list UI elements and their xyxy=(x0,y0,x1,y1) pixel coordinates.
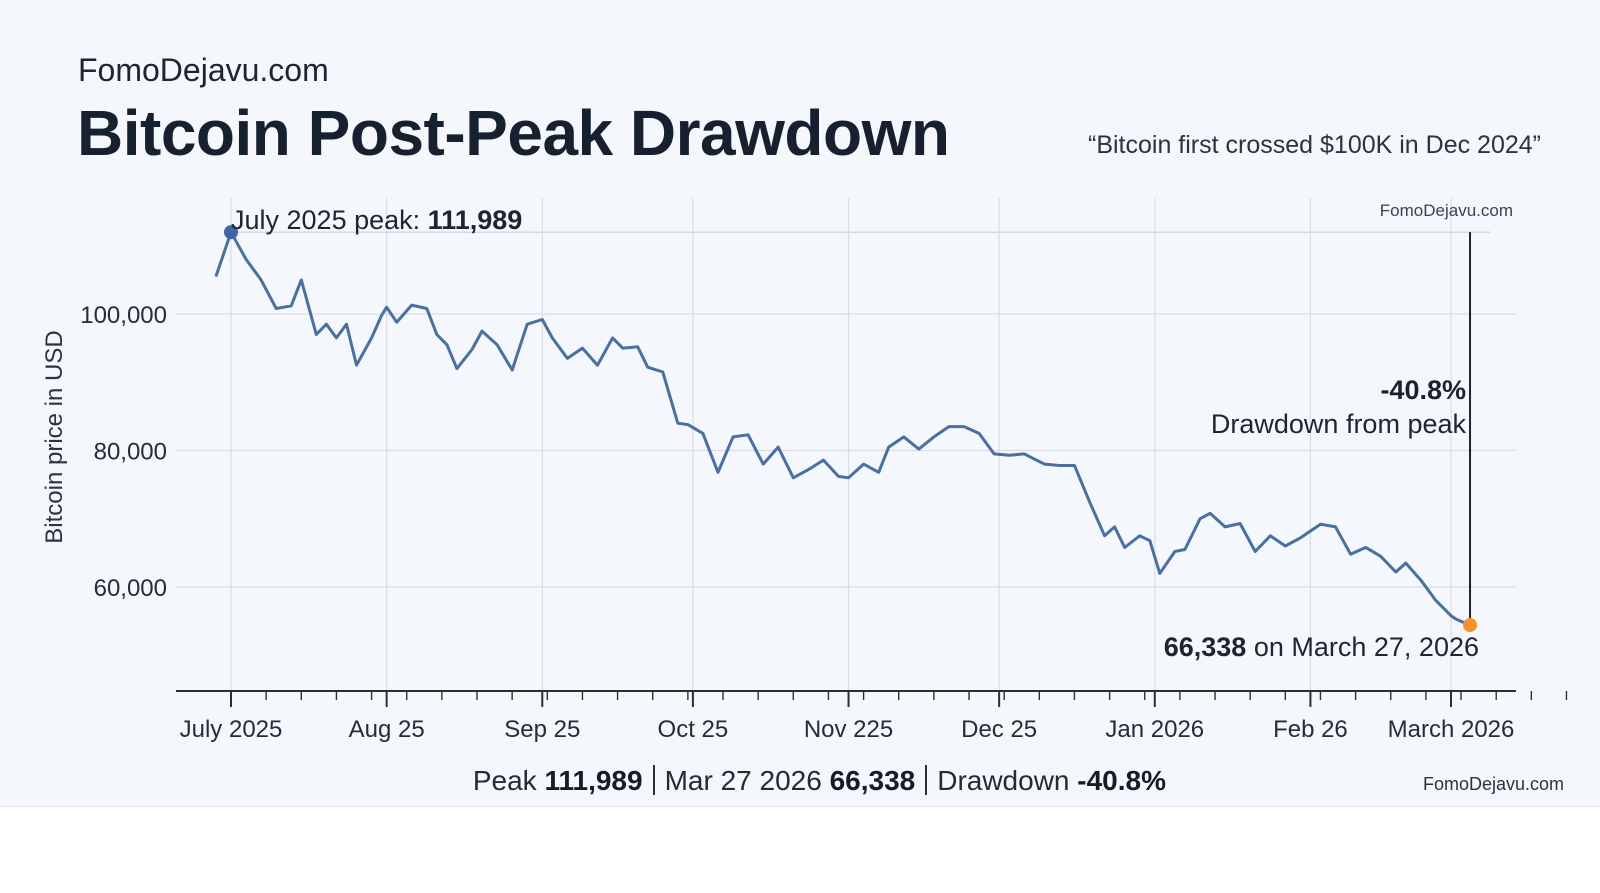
summary-divider xyxy=(652,765,655,795)
summary-peak-value: 111,989 xyxy=(544,765,643,796)
x-tick-label: Sep 25 xyxy=(504,716,580,743)
end-annotation: 66,338 on March 27, 2026 xyxy=(1164,632,1479,662)
x-tick-label: March 2026 xyxy=(1388,716,1515,743)
x-tick-label: Oct 25 xyxy=(658,716,729,743)
peak-marker xyxy=(224,225,238,240)
peak-annotation-value: 111,989 xyxy=(428,205,523,235)
footer-brand: FomoDejavu.com xyxy=(1422,774,1564,794)
end-marker xyxy=(1463,618,1478,633)
summary-drawdown-label: Drawdown xyxy=(937,765,1070,796)
x-tick-label: Aug 25 xyxy=(349,716,425,743)
end-annotation-label: on March 27, 2026 xyxy=(1254,632,1479,662)
summary-end-label: Mar 27 2026 xyxy=(664,765,822,796)
peak-annotation: July 2025 peak: 111,989 xyxy=(231,205,522,235)
price-line xyxy=(214,230,1471,627)
summary-drawdown-value: -40.8% xyxy=(1077,765,1166,796)
y-tick-label: 100,000 xyxy=(80,302,167,329)
axis-layer: 60,000 80,000 100,000 July 2025 Aug 25 Sep 25… xyxy=(80,302,1568,743)
chart-watermark: FomoDejavu.com xyxy=(1380,201,1513,220)
y-axis-label: Bitcoin price in USD xyxy=(41,330,68,543)
summary-bar: Peak 111,989 Mar 27 2026 66,338 Drawdown -… xyxy=(0,765,1166,797)
x-tick-label: Dec 25 xyxy=(961,716,1037,743)
brand-name: FomoDejavu.com xyxy=(78,52,329,88)
x-tick-label: Nov 225 xyxy=(804,716,893,743)
page-title: Bitcoin Post-Peak Drawdown xyxy=(77,97,950,169)
drawdown-label: Drawdown from peak xyxy=(1211,409,1467,439)
end-annotation-value: 66,338 xyxy=(1164,632,1247,662)
summary-divider xyxy=(925,765,928,795)
x-tick-label: Jan 2026 xyxy=(1105,716,1204,743)
x-tick-label: July 2025 xyxy=(180,716,283,743)
quote-subtitle: “Bitcoin first crossed $100K in Dec 2024… xyxy=(1088,131,1541,159)
peak-annotation-label: July 2025 peak: xyxy=(231,205,420,235)
summary-peak-label: Peak xyxy=(472,765,537,796)
summary-end-value: 66,338 xyxy=(829,765,916,796)
grid-layer xyxy=(176,198,1516,691)
series-layer xyxy=(214,230,1471,627)
y-tick-label: 80,000 xyxy=(94,439,167,466)
x-tick-label: Feb 26 xyxy=(1273,716,1348,743)
drawdown-percent: -40.8% xyxy=(1380,375,1466,405)
chart-card xyxy=(0,0,1600,807)
y-tick-label: 60,000 xyxy=(94,575,167,602)
